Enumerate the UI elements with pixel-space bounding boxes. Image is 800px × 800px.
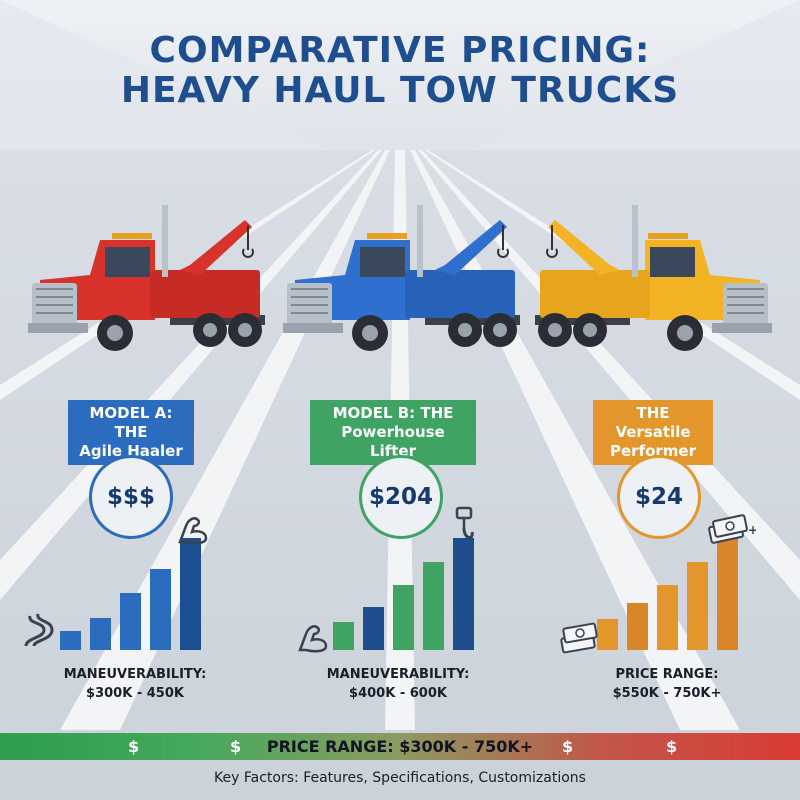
flexed-arm-icon	[178, 517, 208, 545]
model-c-caption: PRICE RANGE: $550K - 750K+	[577, 665, 757, 703]
price-range-gradient-bar	[0, 733, 800, 760]
page-title-line-2: HEAVY HAUL TOW TRUCKS	[120, 70, 680, 111]
model-a-label-line-1: MODEL A: THE	[89, 404, 173, 441]
bar-4	[423, 562, 444, 650]
model-c-label-line-1: THE Versatile	[615, 404, 691, 441]
model-c-caption-line-2: $550K - 750K+	[612, 686, 722, 701]
bar-4	[687, 562, 708, 650]
tow-hook-icon	[455, 506, 474, 539]
model-c-label-line-2: Performer	[610, 442, 696, 460]
model-a-caption-line-2: $300K - 450K	[86, 686, 184, 701]
model-c-bar-group	[597, 538, 738, 650]
bar-1	[60, 631, 81, 650]
bar-4	[150, 569, 171, 650]
dollar-sign-marker: $	[562, 737, 574, 756]
cash-stack-icon: +	[708, 514, 756, 544]
model-b-caption-line-1: MANEUVERABILITY:	[326, 667, 470, 682]
model-b-caption-line-2: $400K - 600K	[349, 686, 447, 701]
model-a-caption: MANEUVERABILITY: $300K - 450K	[45, 665, 225, 703]
bar-5	[453, 538, 474, 650]
model-a-caption-line-1: MANEUVERABILITY:	[63, 667, 207, 682]
page-title-line-1: COMPARATIVE PRICING:	[149, 30, 651, 71]
blue-tow-truck-illustration	[283, 205, 520, 351]
model-b-price-badge: $204	[359, 455, 443, 539]
model-a-label: MODEL A: THE Agile Haaler	[68, 400, 194, 465]
model-c-caption-line-1: PRICE RANGE:	[615, 667, 719, 682]
bar-2	[627, 603, 648, 650]
model-b-bar-group	[333, 538, 474, 650]
model-b-caption: MANEUVERABILITY: $400K - 600K	[308, 665, 488, 703]
dollar-sign-marker: $	[128, 737, 140, 756]
flexed-arm-icon	[298, 625, 328, 653]
bar-1	[333, 622, 354, 650]
dollar-sign-marker: $	[230, 737, 242, 756]
overall-price-range-text: PRICE RANGE: $300K - 750K+	[266, 737, 534, 756]
svg-text:+: +	[748, 523, 756, 537]
model-b-label: MODEL B: THE Powerhouse Lifter	[310, 400, 476, 465]
model-a-bar-group	[60, 538, 201, 650]
model-c-price-badge: $24	[617, 455, 701, 539]
bar-3	[657, 585, 678, 650]
key-factors-footer: Key Factors: Features, Specifications, C…	[214, 770, 586, 786]
red-tow-truck-illustration	[28, 205, 265, 351]
winding-road-icon	[24, 613, 54, 647]
model-b-label-line-1: MODEL B: THE	[332, 404, 454, 422]
yellow-tow-truck-illustration	[535, 205, 772, 351]
bar-5	[717, 538, 738, 650]
bar-5	[180, 538, 201, 650]
dollar-sign-marker: $	[666, 737, 678, 756]
bar-3	[393, 585, 414, 650]
bar-1	[597, 619, 618, 650]
model-a-price-badge: $$$	[89, 455, 173, 539]
bar-2	[90, 618, 111, 650]
model-c-label: THE Versatile Performer	[593, 400, 713, 465]
bar-3	[120, 593, 141, 650]
bar-2	[363, 607, 384, 650]
model-a-label-line-2: Agile Haaler	[79, 442, 183, 460]
cash-stack-icon	[560, 622, 598, 654]
